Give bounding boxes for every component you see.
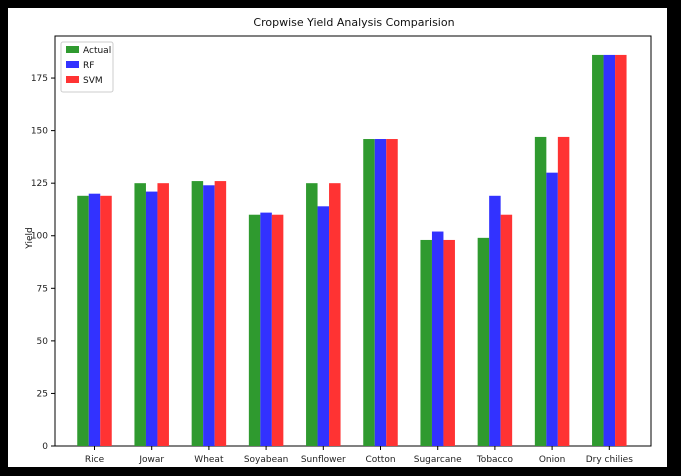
bar-actual-soyabean — [248, 214, 261, 446]
bar-actual-tobacco — [477, 237, 490, 446]
bar-rf-rice — [88, 193, 101, 446]
bar-rf-jowar — [145, 191, 158, 446]
x-tick-label: Dry chilies — [586, 455, 634, 465]
y-tick-label: 100 — [31, 232, 48, 242]
legend-label-actual: Actual — [83, 46, 111, 56]
bar-svm-sugarcane — [443, 239, 455, 446]
bar-rf-tobacco — [489, 195, 501, 446]
x-tick-label: Tobacco — [476, 455, 514, 465]
bar-svm-jowar — [157, 183, 169, 446]
y-tick-label: 75 — [37, 284, 48, 294]
bar-svm-tobacco — [500, 214, 513, 446]
bar-actual-rice — [77, 195, 89, 446]
y-tick-label: 125 — [31, 179, 48, 189]
legend-label-svm: SVM — [83, 76, 103, 86]
x-tick-label: Sugarcane — [414, 455, 462, 465]
x-tick-label: Soyabean — [244, 455, 289, 465]
x-tick-label: Cotton — [365, 455, 395, 465]
plot-area: 0 25 50 75 100 125 150 175 Rice Jowar Wheat Soyabea… — [31, 35, 652, 465]
bar-actual-dry-chilies — [592, 54, 604, 447]
x-tick-label: Rice — [85, 455, 105, 465]
bar-rf-soyabean — [260, 212, 272, 446]
bar-chart: Cropwise Yield Analysis Comparision Yiel… — [25, 16, 652, 465]
legend-swatch-rf — [66, 61, 79, 68]
y-tick-label: 175 — [31, 74, 48, 84]
chart-title: Cropwise Yield Analysis Comparision — [253, 16, 454, 29]
bar-rf-wheat — [203, 185, 215, 447]
legend: Actual RF SVM — [60, 41, 114, 93]
legend-label-rf: RF — [83, 61, 94, 71]
bar-svm-soyabean — [271, 214, 284, 446]
bar-actual-onion — [534, 136, 547, 446]
axes-box — [54, 35, 652, 447]
bar-actual-sunflower — [306, 183, 318, 446]
bar-rf-dry-chilies — [603, 54, 616, 447]
x-tick-label: Jowar — [138, 455, 164, 465]
y-tick-label: 150 — [31, 127, 48, 137]
bar-svm-dry-chilies — [615, 54, 627, 447]
x-tick-label: Sunflower — [301, 455, 346, 465]
bar-actual-wheat — [191, 181, 204, 447]
bar-svm-onion — [557, 136, 570, 446]
y-tick-label: 0 — [42, 442, 48, 452]
bar-svm-cotton — [386, 139, 398, 446]
bar-actual-jowar — [134, 183, 146, 446]
bar-rf-sunflower — [317, 206, 330, 446]
bar-rf-onion — [546, 172, 558, 446]
bar-actual-sugarcane — [420, 239, 432, 446]
bar-svm-sunflower — [329, 183, 341, 446]
y-axis-label: Yield — [25, 227, 35, 249]
y-tick-label: 50 — [37, 337, 49, 347]
chart-frame: Cropwise Yield Analysis Comparision Yiel… — [8, 8, 667, 467]
legend-swatch-actual — [66, 46, 79, 53]
bar-rf-sugarcane — [431, 231, 444, 446]
y-tick-label: 25 — [37, 389, 48, 399]
legend-swatch-svm — [66, 76, 79, 83]
bar-svm-wheat — [214, 181, 227, 447]
bar-svm-rice — [100, 195, 112, 446]
x-tick-label: Wheat — [194, 455, 224, 465]
bar-actual-cotton — [363, 139, 375, 446]
bar-rf-cotton — [374, 139, 387, 446]
x-tick-label: Onion — [539, 455, 566, 465]
